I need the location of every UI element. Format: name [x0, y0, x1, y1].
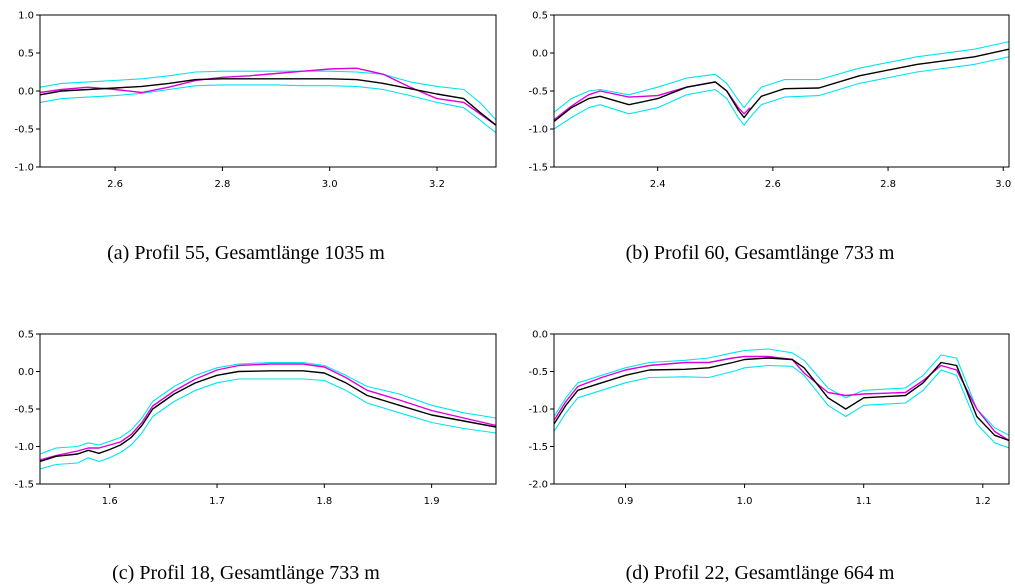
y-tick-label-b: -1.0 — [528, 125, 548, 136]
y-tick-label-d: -0.5 — [528, 367, 548, 378]
series-mean-line-a-2 — [40, 78, 496, 126]
x-tick-label-b: 3.0 — [995, 179, 1011, 190]
x-tick-label-d: 0.9 — [618, 496, 634, 507]
x-tick-label-b: 2.6 — [765, 179, 781, 190]
y-tick-label-d: -1.0 — [528, 405, 548, 416]
y-tick-label-a: 1.0 — [18, 11, 34, 22]
y-tick-label-a: 0.5 — [18, 49, 34, 60]
caption-c: (c) Profil 18, Gesamtlänge 733 m — [112, 562, 380, 584]
y-tick-label-b: -0.5 — [528, 87, 548, 98]
caption-a: (a) Profil 55, Gesamtlänge 1035 m — [107, 242, 385, 264]
x-tick-label-d: 1.2 — [975, 496, 991, 507]
y-tick-label-b: 0.0 — [532, 49, 548, 60]
plot-frame-a — [39, 14, 497, 168]
caption-d: (d) Profil 22, Gesamtlänge 664 m — [625, 562, 895, 584]
series-band-line-a-0 — [40, 70, 496, 121]
series-band-line-d-1 — [554, 364, 1009, 449]
y-tick-label-a: -1.0 — [14, 163, 34, 174]
x-tick-label-c: 1.9 — [424, 496, 440, 507]
x-tick-label-a: 2.8 — [214, 179, 230, 190]
plot-frame-d — [553, 333, 1010, 485]
series-band-line-d-0 — [554, 348, 1009, 436]
series-band-line-c-0 — [40, 361, 496, 455]
x-tick-label-a: 3.2 — [429, 179, 445, 190]
y-tick-label-d: 0.0 — [532, 330, 548, 341]
y-tick-label-a: 0.0 — [18, 87, 34, 98]
x-tick-label-c: 1.6 — [102, 496, 118, 507]
series-measured-line-a-3 — [40, 67, 496, 126]
x-tick-label-a: 3.0 — [322, 179, 338, 190]
y-tick-label-c: 0.5 — [18, 330, 34, 341]
plot-frame-b — [553, 14, 1010, 168]
series-band-line-b-1 — [554, 56, 1009, 130]
x-tick-label-d: 1.0 — [737, 496, 753, 507]
y-tick-label-a: -0.5 — [14, 125, 34, 136]
series-mean-line-c-2 — [40, 370, 496, 463]
x-tick-label-d: 1.1 — [856, 496, 872, 507]
caption-b: (b) Profil 60, Gesamtlänge 733 m — [625, 242, 895, 264]
chart-panel-d: -2.0 -1.5 -1.0 -0.5 0.0 0.9 1.0 1.1 1.2 — [528, 330, 1010, 507]
x-tick-label-b: 2.8 — [880, 179, 896, 190]
series-mean-line-d-2 — [554, 357, 1009, 442]
x-tick-label-a: 2.6 — [107, 179, 123, 190]
series-band-line-c-1 — [40, 378, 496, 470]
series-measured-line-b-3 — [554, 81, 751, 121]
series-mean-line-b-2 — [554, 48, 1009, 122]
y-tick-label-b: -1.5 — [528, 163, 548, 174]
x-tick-label-b: 2.4 — [650, 179, 666, 190]
series-band-line-b-0 — [554, 41, 1009, 113]
x-tick-label-c: 1.8 — [316, 496, 332, 507]
chart-panel-b: -1.5 -1.0 -0.5 0.0 0.5 2.4 2.6 2.8 3.0 — [528, 11, 1011, 191]
y-tick-label-c: -0.5 — [14, 405, 34, 416]
y-tick-label-b: 0.5 — [532, 11, 548, 22]
chart-panel-a: -1.0 -0.5 0.0 0.5 1.0 2.6 2.8 3.0 3.2 — [14, 11, 497, 190]
series-measured-line-c-3 — [40, 363, 496, 461]
y-tick-label-d: -2.0 — [528, 480, 548, 491]
y-tick-label-c: -1.5 — [14, 480, 34, 491]
series-band-line-a-1 — [40, 84, 496, 134]
y-tick-label-d: -1.5 — [528, 442, 548, 453]
x-tick-label-c: 1.7 — [209, 496, 225, 507]
chart-panel-c: -1.5 -1.0 -0.5 0.0 0.5 1.6 1.7 1.8 1.9 — [14, 330, 497, 507]
y-tick-label-c: -1.0 — [14, 442, 34, 453]
y-tick-label-c: 0.0 — [18, 367, 34, 378]
